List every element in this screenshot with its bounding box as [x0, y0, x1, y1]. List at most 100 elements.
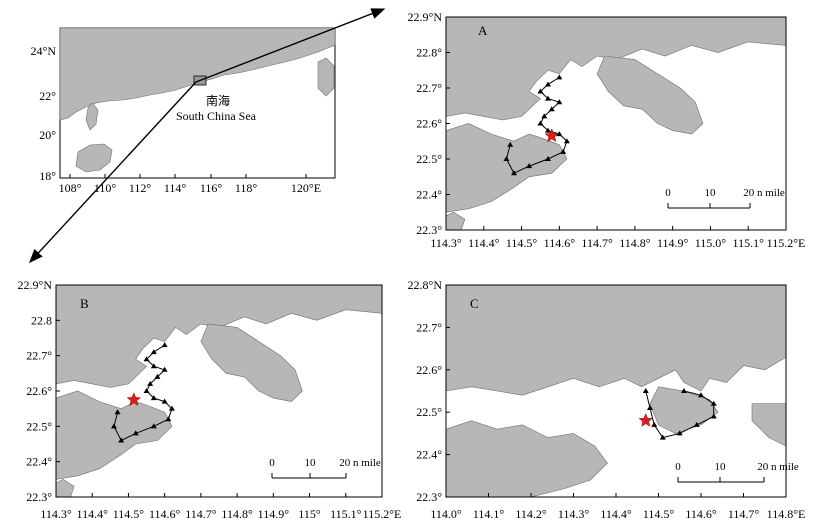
station-marker: [168, 405, 175, 411]
station-marker: [161, 366, 168, 372]
y-tick-label: 22.9°N: [408, 10, 443, 24]
x-tick-label: 114.8°E: [767, 507, 806, 521]
x-tick-label: 114.4°: [468, 236, 500, 250]
station-marker: [537, 120, 544, 126]
y-tick-label: 22.7°: [26, 349, 52, 363]
station-marker: [698, 392, 704, 398]
y-tick-label: 22.4°: [416, 188, 442, 202]
station-marker: [556, 99, 563, 105]
y-tick-label: 22.3°: [416, 490, 442, 504]
y-tick-label: 22.6°: [26, 384, 52, 398]
landmass: [751, 403, 786, 447]
station-marker: [110, 423, 117, 429]
panel-a: A 114.3° 114.4° 114.5° 114.6° 114.7° 114.8° 114…: [408, 10, 806, 250]
scalebar-label: 20 n mile: [743, 187, 785, 199]
station-marker: [132, 430, 139, 436]
y-tick-label: 22.5°: [26, 419, 52, 433]
inset-x-ticks: 108° 110° 112° 114° 116° 118° 120°E: [59, 174, 321, 195]
x-tick-label: 114.5°: [506, 236, 538, 250]
inset-leizhou: [85, 102, 99, 131]
x-tick-label: 114.7°: [185, 507, 217, 521]
x-tick-label: 115.2°E: [767, 236, 806, 250]
landmass: [596, 55, 704, 135]
station-marker: [545, 156, 551, 161]
landmass: [446, 211, 466, 230]
y-tick-label: 22.4°: [416, 448, 442, 462]
y-tick-label: 22.5°: [416, 152, 442, 166]
x-tick-label: 114.7°: [728, 507, 760, 521]
x-tick-label: 114.5°: [643, 507, 675, 521]
inset-map: 南海 South China Sea 108° 110° 112° 114° 116° 1…: [31, 27, 336, 195]
y-tick-label: 22.8°N: [408, 278, 443, 292]
scalebar-label: 20 n mile: [757, 461, 799, 473]
x-tick-label: 115.1°: [733, 236, 765, 250]
x-tick-label: 114.3°: [430, 236, 462, 250]
arrow-to-panel-a: [195, 8, 386, 83]
y-tick-label: 22.5°: [416, 405, 442, 419]
x-tick-label: 115.0°: [695, 236, 727, 250]
inset-y-tick-label: 18°: [39, 169, 56, 183]
landmass: [56, 390, 173, 480]
landmass: [446, 17, 786, 121]
station-marker: [150, 363, 157, 369]
y-tick-label: 22.7°: [416, 81, 442, 95]
panel-label: A: [478, 23, 488, 38]
station-marker: [507, 141, 514, 147]
x-tick-label: 114.7°: [581, 236, 613, 250]
landmass: [446, 285, 786, 396]
x-tick-label: 114.4°: [77, 507, 109, 521]
station-marker: [147, 380, 154, 386]
inset-x-tick-label: 108°: [59, 181, 82, 195]
landmass: [200, 323, 303, 402]
x-tick-label: 114.3°: [558, 507, 590, 521]
station-marker: [150, 423, 157, 429]
station-marker: [511, 170, 517, 176]
y-tick-label: 22.6°: [416, 117, 442, 131]
land-group: [56, 285, 382, 497]
x-tick-label: 114.6°: [149, 507, 181, 521]
station-marker: [647, 404, 653, 410]
inset-taiwan: [317, 57, 335, 97]
y-tick-label: 22.3°: [416, 223, 442, 237]
y-tick-label: 22.9°N: [18, 278, 53, 292]
station-marker: [560, 148, 567, 154]
x-tick-label: 114.9°: [657, 236, 689, 250]
x-tick-label: 114.1°: [473, 507, 505, 521]
x-tick-label: 114.8°: [221, 507, 253, 521]
x-tick-label: 114.0°: [430, 507, 462, 521]
inset-label-cn: 南海: [206, 93, 230, 108]
station-star-icon: [544, 128, 560, 143]
station-marker: [161, 342, 168, 348]
station-marker: [548, 106, 555, 112]
panel-label: B: [80, 296, 89, 311]
landmass: [56, 285, 382, 388]
station-marker: [150, 349, 157, 355]
landmass: [649, 386, 719, 434]
arrow-to-panel-b: [29, 81, 197, 264]
station-marker: [526, 163, 533, 169]
station-marker: [150, 395, 157, 401]
landmass: [56, 478, 75, 497]
land-group: [446, 17, 786, 230]
station-marker: [537, 88, 544, 94]
scalebar-label: 10: [305, 457, 317, 469]
scalebar-label: 0: [665, 187, 671, 199]
land-group: [446, 285, 786, 497]
inset-y-tick-label: 22°: [39, 89, 56, 103]
inset-hainan: [75, 143, 113, 173]
panel-b: B 114.3° 114.4° 114.5° 114.6° 114.7° 114.8° 114…: [18, 278, 402, 521]
landmass: [446, 123, 568, 213]
inset-label-en: South China Sea: [176, 109, 257, 123]
y-tick-label: 22.6°: [416, 363, 442, 377]
station-marker: [659, 434, 666, 440]
x-tick-label: 114.6°: [544, 236, 576, 250]
x-tick-label: 115.1°: [330, 507, 362, 521]
station-marker: [556, 74, 563, 80]
y-tick-label: 22.4°: [26, 455, 52, 469]
station-marker: [541, 113, 548, 119]
station-star-icon: [638, 412, 654, 427]
station-marker: [114, 409, 121, 415]
station-marker: [161, 398, 168, 404]
station-marker: [651, 421, 658, 427]
